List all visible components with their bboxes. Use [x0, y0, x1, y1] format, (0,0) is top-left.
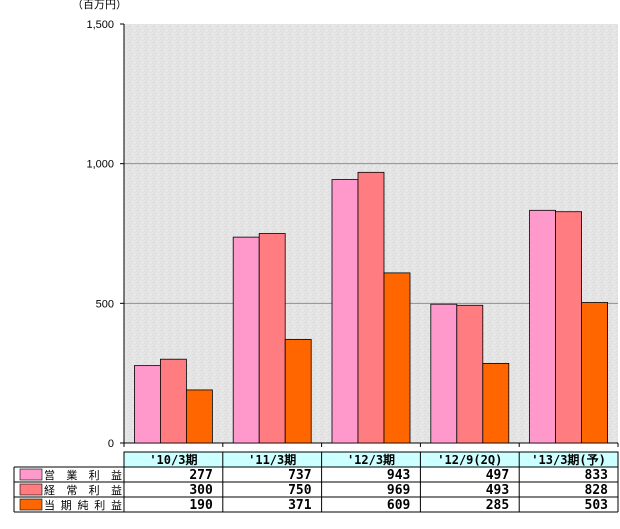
data-value: 190 — [189, 498, 213, 513]
legend-label: 経常利益 — [44, 483, 122, 497]
bar — [185, 389, 213, 444]
y-tick-label: 1,500 — [86, 19, 114, 31]
data-value: 833 — [585, 468, 608, 483]
data-value: 828 — [585, 483, 609, 498]
legend-swatch — [19, 483, 43, 496]
bar — [331, 179, 359, 444]
legend-label: 当期純利益 — [44, 498, 122, 512]
data-value: 493 — [486, 483, 509, 498]
data-value: 609 — [387, 498, 410, 513]
data-value: 737 — [288, 468, 311, 483]
category-label: '12/9(2Q) — [437, 453, 502, 467]
bar — [284, 338, 312, 444]
bar — [581, 302, 608, 444]
bar — [456, 304, 484, 444]
legend-swatch — [19, 468, 43, 481]
bar — [482, 362, 510, 444]
data-value: 943 — [387, 468, 410, 483]
bar — [529, 209, 556, 444]
legend-swatch — [19, 498, 43, 511]
bar — [232, 236, 260, 444]
bar — [357, 171, 385, 444]
bar — [430, 303, 458, 444]
y-tick-label: 500 — [96, 298, 114, 310]
bar — [159, 358, 187, 444]
bar — [383, 272, 411, 444]
y-tick-label: 0 — [108, 438, 114, 450]
data-value: 750 — [288, 483, 312, 498]
data-value: 969 — [387, 483, 410, 498]
data-value: 503 — [585, 498, 608, 513]
category-label: '12/3期 — [347, 452, 395, 467]
category-label: '10/3期 — [149, 452, 197, 467]
bar — [133, 365, 161, 444]
data-value: 371 — [288, 498, 312, 513]
data-value: 300 — [189, 483, 213, 498]
data-value: 277 — [189, 468, 212, 483]
bar — [555, 211, 582, 444]
y-unit-label: （百万円） — [72, 0, 127, 11]
legend-label: 営業利益 — [44, 468, 122, 482]
data-value: 285 — [486, 498, 509, 513]
category-label: '13/3期(予) — [531, 452, 606, 467]
y-tick-label: 1,000 — [86, 159, 114, 171]
bar — [258, 233, 286, 444]
data-value: 497 — [486, 468, 509, 483]
category-label: '11/3期 — [248, 452, 296, 467]
